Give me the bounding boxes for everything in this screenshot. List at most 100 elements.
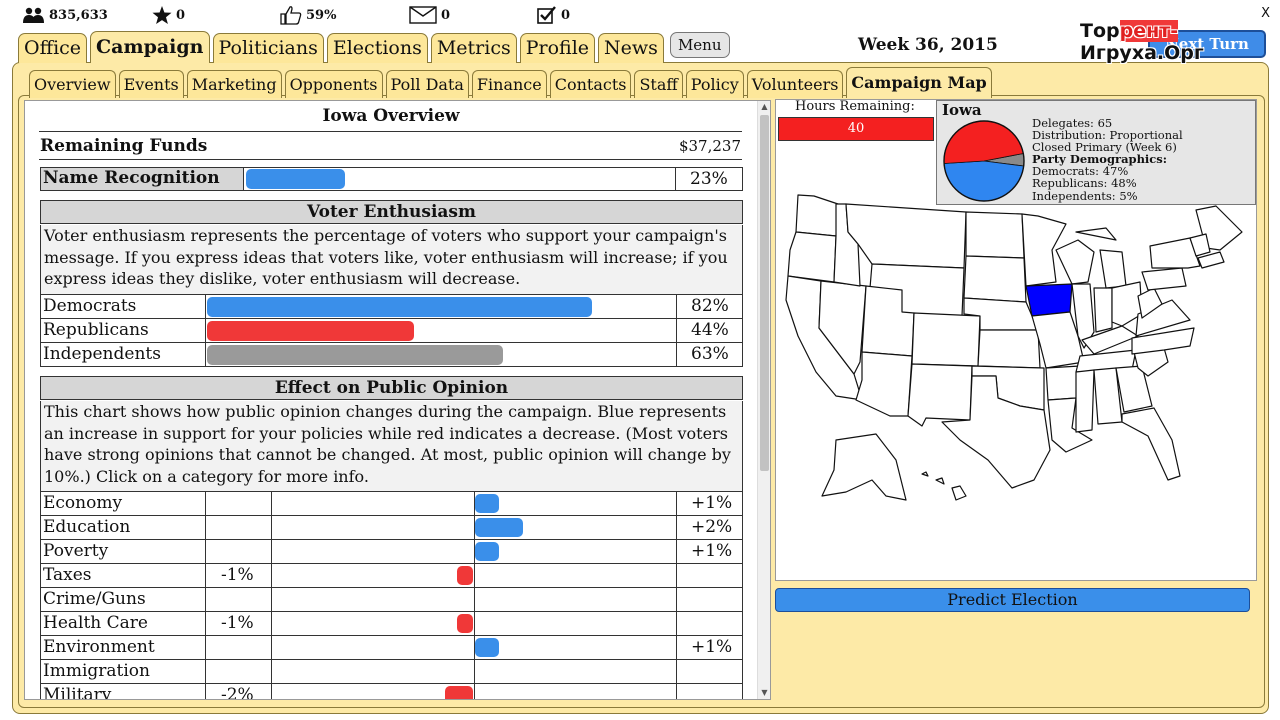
window-close-button[interactable]: X: [1261, 6, 1270, 21]
enthusiasm-party-label: Independents: [43, 344, 161, 364]
enthusiasm-value: 44%: [691, 320, 729, 340]
subtab-poll-data[interactable]: Poll Data: [385, 70, 469, 98]
envelope-icon: [409, 6, 437, 24]
tab-metrics[interactable]: Metrics: [430, 33, 517, 63]
stars-count: 0: [176, 7, 186, 23]
subtab-overview[interactable]: Overview: [29, 70, 116, 98]
hours-remaining-label: Hours Remaining:: [795, 99, 915, 114]
opinion-category: Military: [43, 685, 112, 700]
thumbs-up-icon: [280, 6, 302, 25]
opinion-bar-positive: [475, 638, 499, 657]
scroll-up-arrow[interactable]: ▲: [761, 102, 768, 111]
demographic-democrats: Democrats: 47%: [1032, 164, 1129, 179]
subtab-campaign-map[interactable]: Campaign Map: [846, 67, 992, 98]
subtab-staff[interactable]: Staff: [634, 70, 683, 98]
opinion-bar-positive: [475, 494, 499, 513]
subtab-marketing[interactable]: Marketing: [186, 70, 282, 98]
messages-count: 0: [441, 7, 451, 23]
opinion-bar-positive: [475, 518, 523, 537]
followers-stat[interactable]: 835,633: [23, 5, 108, 25]
top-stats-bar: 835,633 0 59% 0 0 X: [0, 0, 1280, 30]
approval-stat[interactable]: 59%: [280, 5, 336, 25]
tasks-count: 0: [561, 7, 571, 23]
enthusiasm-bar: [207, 297, 592, 317]
pie-outline: [943, 120, 1025, 202]
map-state-arkansas: [1045, 365, 1081, 401]
subtab-opponents[interactable]: Opponents: [284, 70, 383, 98]
opinion-category: Taxes: [43, 565, 92, 585]
map-state-massachusetts: [1197, 251, 1225, 269]
scrollbar[interactable]: ▲ ▼: [757, 101, 770, 699]
opinion-row[interactable]: Immigration: [40, 659, 743, 684]
map-state-kansas: [977, 329, 1041, 369]
opinion-category: Immigration: [43, 661, 150, 681]
opinion-row[interactable]: Environment +1%: [40, 635, 743, 660]
enthusiasm-bar: [207, 321, 414, 341]
opinion-positive-value: +2%: [691, 517, 733, 537]
opinion-positive-value: +1%: [691, 541, 733, 561]
us-map: [785, 194, 1243, 501]
watermark-part-1: Тор: [1080, 20, 1120, 42]
approval-value: 59%: [306, 7, 337, 23]
map-state-florida: [1121, 407, 1181, 481]
watermark-part-2: рент-: [1119, 20, 1179, 42]
state-distribution: Distribution: Proportional: [1032, 128, 1183, 143]
opinion-negative-value: -2%: [221, 685, 254, 700]
map-state-south-dakota: [963, 255, 1027, 303]
tab-politicians[interactable]: Politicians: [212, 33, 324, 63]
tasks-stat[interactable]: 0: [537, 5, 570, 25]
state-primary: Closed Primary (Week 6): [1032, 140, 1177, 155]
state-name: Iowa: [942, 101, 982, 119]
opinion-row[interactable]: Economy +1%: [40, 491, 743, 516]
public-opinion-heading: Effect on Public Opinion: [40, 376, 743, 400]
subtab-finance[interactable]: Finance: [471, 70, 547, 98]
voter-enthusiasm-description: Voter enthusiasm represents the percenta…: [40, 225, 743, 294]
subtab-policy[interactable]: Policy: [685, 70, 744, 98]
map-state-arizona: [855, 351, 913, 417]
tab-profile[interactable]: Profile: [519, 33, 596, 63]
pie-slice-democrats: [943, 160, 1025, 202]
subtab-volunteers[interactable]: Volunteers: [746, 70, 844, 98]
voter-enthusiasm-heading: Voter Enthusiasm: [40, 200, 743, 224]
subtab-contacts[interactable]: Contacts: [549, 70, 632, 98]
scroll-down-arrow[interactable]: ▼: [761, 688, 768, 697]
opinion-bar-negative: [457, 614, 473, 633]
opinion-row[interactable]: Education +2%: [40, 515, 743, 540]
subtab-events[interactable]: Events: [118, 70, 184, 98]
opinion-positive-value: +1%: [691, 493, 733, 513]
opinion-row[interactable]: Health Care -1%: [40, 611, 743, 636]
opinion-row[interactable]: Poverty +1%: [40, 539, 743, 564]
opinion-row[interactable]: Military -2%: [40, 683, 743, 700]
opinion-category: Poverty: [43, 541, 109, 561]
enthusiasm-value: 63%: [691, 344, 729, 364]
opinion-negative-value: -1%: [221, 565, 254, 585]
opinion-row[interactable]: Crime/Guns: [40, 587, 743, 612]
opinion-row[interactable]: Taxes -1%: [40, 563, 743, 588]
messages-stat[interactable]: 0: [409, 5, 450, 25]
tab-news[interactable]: News: [598, 33, 664, 63]
map-state-north-dakota: [965, 211, 1025, 259]
predict-election-button[interactable]: Predict Election: [775, 588, 1250, 612]
tab-office[interactable]: Office: [18, 33, 88, 63]
map-state-ohio: [1111, 281, 1143, 327]
tab-campaign[interactable]: Campaign: [90, 31, 210, 63]
opinion-category: Crime/Guns: [43, 589, 146, 609]
menu-button[interactable]: Menu: [669, 32, 730, 58]
enthusiasm-bar: [207, 345, 503, 365]
star-icon: [152, 6, 172, 24]
scroll-thumb[interactable]: [760, 115, 769, 471]
map-state-wisconsin: [1055, 239, 1095, 285]
watermark-part-3: Игруха.Орг: [1080, 42, 1204, 64]
state-overview-panel: Iowa Overview Remaining Funds $37,237 Na…: [24, 100, 771, 700]
tab-elections[interactable]: Elections: [326, 33, 428, 63]
stars-stat[interactable]: 0: [152, 5, 185, 25]
map-state-washington: [795, 194, 839, 237]
state-info-box: Iowa Delegates: 65 Distribution: Proport…: [936, 100, 1256, 205]
map-state-oregon: [787, 231, 837, 283]
hours-remaining-value: 40: [778, 117, 934, 141]
public-opinion-description: This chart shows how public opinion chan…: [40, 401, 743, 491]
party-demographics-pie: [943, 120, 1025, 202]
opinion-category: Education: [43, 517, 131, 537]
followers-count: 835,633: [49, 7, 108, 23]
map-state-indiana: [1093, 287, 1113, 333]
